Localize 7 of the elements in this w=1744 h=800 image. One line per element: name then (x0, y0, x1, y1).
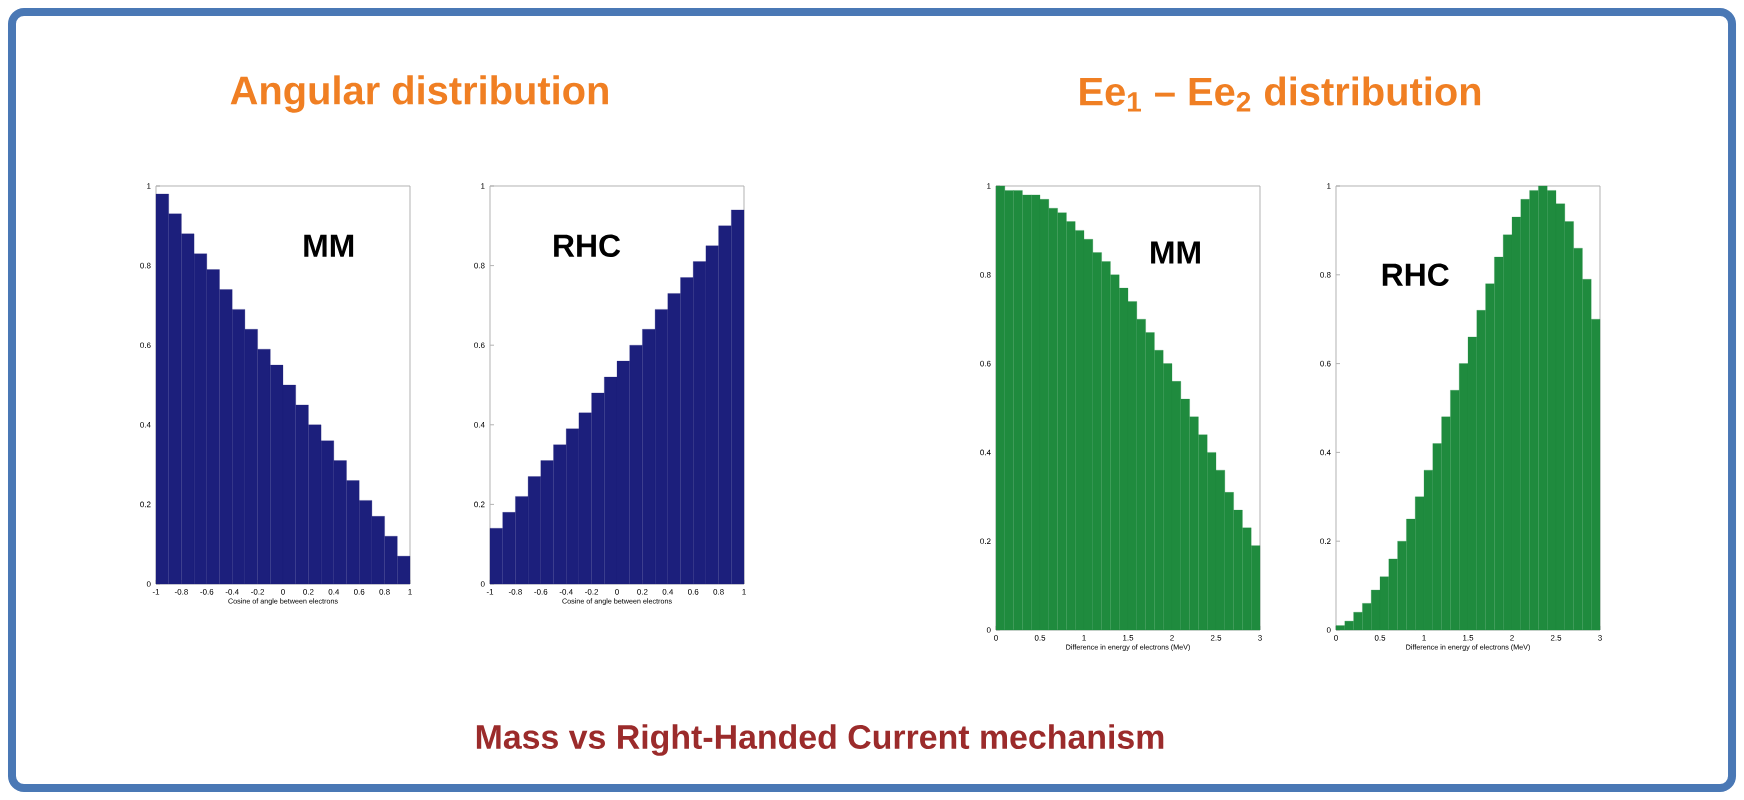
chart-title: Ee$_{1}$ – Ee$_{2}$ distribution (1080, 76, 1481, 112)
annotation: MM (1151, 241, 1200, 264)
text: Mass vs Right-Handed Current mechanism (476, 724, 1164, 756)
chart-title: Angular distribution (230, 75, 608, 113)
annotation: RHC (554, 234, 621, 257)
annotation: RHC (1382, 263, 1449, 287)
annotation: MM (304, 234, 354, 257)
